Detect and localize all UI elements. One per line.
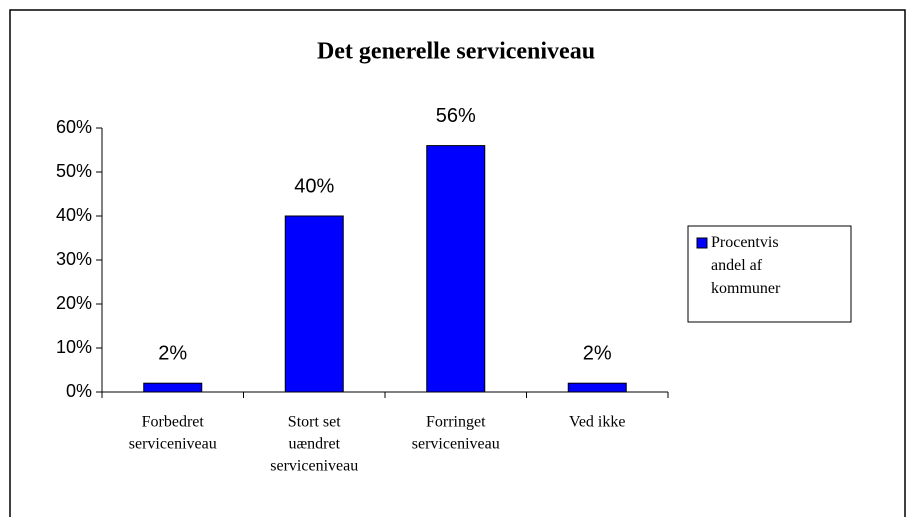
legend-entry: Procentvis andel af kommuner <box>711 234 781 297</box>
x-tick-label: serviceniveau <box>270 458 358 475</box>
bar <box>284 215 344 393</box>
x-tick-label: Forbedret <box>142 414 205 431</box>
data-label: 56% <box>436 105 476 127</box>
y-tick-label: 60% <box>56 117 92 137</box>
x-tick-label: Stort set <box>288 414 341 431</box>
y-tick-label: 40% <box>56 205 92 225</box>
x-tick-label: Ved ikke <box>569 414 625 431</box>
y-tick-label: 0% <box>66 381 92 401</box>
y-tick-label: 30% <box>56 249 92 269</box>
legend-box <box>687 225 852 323</box>
bar <box>567 382 627 393</box>
bar <box>143 382 203 393</box>
data-label: 40% <box>294 175 334 197</box>
x-tick-label: serviceniveau <box>129 436 217 453</box>
chart-title: Det generelle serviceniveau <box>317 39 595 65</box>
bar <box>426 145 486 393</box>
data-label: 2% <box>583 342 612 364</box>
y-tick-label: 10% <box>56 337 92 357</box>
data-label: 2% <box>158 342 187 364</box>
y-tick-label: 50% <box>56 161 92 181</box>
legend-label: Procentvis andel af kommuner <box>711 234 781 297</box>
x-tick-label: uændret <box>288 436 340 453</box>
y-tick-label: 20% <box>56 293 92 313</box>
x-tick-label: Forringet <box>426 414 486 431</box>
legend-swatch <box>696 237 708 249</box>
x-tick-label: serviceniveau <box>412 436 500 453</box>
